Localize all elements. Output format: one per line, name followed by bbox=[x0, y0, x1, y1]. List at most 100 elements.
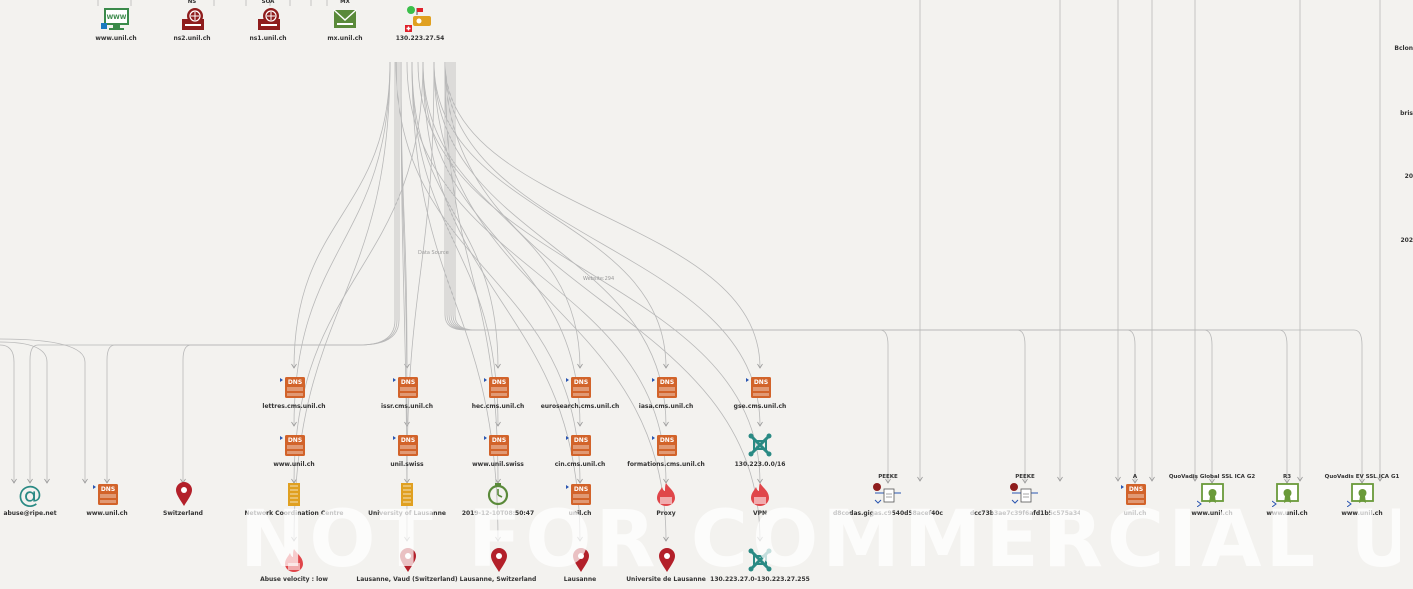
node-formations-cms-unil-ch[interactable]: DNS formations.cms.unil.ch bbox=[611, 432, 721, 468]
edge-arrow-row2-1 bbox=[404, 421, 410, 427]
node-gse-cms-unil-ch[interactable]: DNS gse.cms.unil.ch bbox=[705, 374, 815, 410]
node-type-label: SOA bbox=[261, 0, 275, 5]
node-lettres-cms-unil-ch[interactable]: DNS lettres.cms.unil.ch bbox=[239, 374, 349, 410]
svg-text:WWW: WWW bbox=[107, 14, 127, 21]
edge-arrow-row2-3 bbox=[577, 421, 583, 427]
edge-left-arrow-1 bbox=[104, 478, 110, 484]
edge-vertical-arrow-11 bbox=[1149, 476, 1155, 482]
side-label-4: 202 bbox=[1400, 237, 1413, 244]
edge-right-arrow-3 bbox=[1209, 478, 1215, 484]
edge-row4-0 bbox=[293, 61, 391, 542]
node-www-unil-swiss[interactable]: DNS www.unil.swiss bbox=[443, 432, 553, 468]
node-ns2-unil-ch[interactable]: NS ns2.unil.ch bbox=[137, 0, 247, 42]
dns-icon: DNS bbox=[92, 481, 122, 507]
node-label: www.unil.ch bbox=[95, 35, 137, 42]
node-ns1-unil-ch[interactable]: SOA ns1.unil.ch bbox=[213, 0, 323, 42]
node-cin-cms-unil-ch[interactable]: DNS cin.cms.unil.ch bbox=[525, 432, 635, 468]
dns-icon: DNS bbox=[1120, 481, 1150, 507]
node-lausanne-vaud-switzerland[interactable]: Lausanne, Vaud (Switzerland) bbox=[352, 547, 462, 583]
node-www-unil-ch[interactable]: WWW www.unil.ch bbox=[61, 0, 171, 42]
node-abuse-velocity-low[interactable]: Abuse velocity : low bbox=[239, 547, 349, 583]
svg-text:DNS: DNS bbox=[492, 437, 506, 444]
watermark: NOT FOR COMMERCIAL USE bbox=[240, 495, 1400, 585]
node-www-unil-ch[interactable]: QuoVadis EV SSL ICA G1 www.unil.ch bbox=[1307, 473, 1413, 517]
node-proxy[interactable]: Proxy bbox=[611, 473, 721, 517]
node-iasa-cms-unil-ch[interactable]: DNS iasa.cms.unil.ch bbox=[611, 374, 721, 410]
node-label: lettres.cms.unil.ch bbox=[262, 403, 326, 410]
node-label: hec.cms.unil.ch bbox=[471, 403, 525, 410]
side-label-2: bris bbox=[1400, 110, 1413, 117]
dns-icon: DNS bbox=[565, 374, 595, 400]
node-label: 130.223.27.54 bbox=[395, 35, 445, 42]
node-130-223-0-0-16[interactable]: 130.223.0.0/16 bbox=[705, 432, 815, 468]
node-www-unil-ch[interactable]: R3 www.unil.ch bbox=[1232, 473, 1342, 517]
node-130-223-27-54[interactable]: 130.223.27.54 bbox=[365, 0, 475, 42]
node-eurosearch-cms-unil-ch[interactable]: DNS eurosearch.cms.unil.ch bbox=[525, 374, 635, 410]
node-label: University of Lausanne bbox=[368, 510, 446, 517]
dns-icon: DNS bbox=[392, 432, 422, 458]
edge-arrow-row1-5 bbox=[757, 363, 763, 369]
node-label: eurosearch.cms.unil.ch bbox=[540, 403, 620, 410]
edge-arrow-row1-2 bbox=[495, 363, 501, 369]
node-vpn[interactable]: VPN bbox=[705, 473, 815, 517]
node-www-unil-ch[interactable]: DNS www.unil.ch bbox=[239, 432, 349, 468]
node-hec-cms-unil-ch[interactable]: DNS hec.cms.unil.ch bbox=[443, 374, 553, 410]
edge-right-2 bbox=[448, 62, 1136, 483]
node-d8codas-gigas-c9540d58acef40cfa[interactable]: PEEKE d8codas.gigas.c9540d58acef40cfa... bbox=[833, 473, 943, 517]
node-universite-de-lausanne[interactable]: Universite de Lausanne bbox=[611, 547, 721, 583]
node-label: Abuse velocity : low bbox=[260, 576, 328, 583]
firewall-icon bbox=[651, 481, 681, 507]
edge-vertical-arrow-12 bbox=[1192, 476, 1198, 482]
node-dcc73b3ae7c39f6afd1b5c575a34d57[interactable]: PEEKE dcc73b3ae7c39f6afd1b5c575a34d57... bbox=[970, 473, 1080, 517]
node-label: unil.ch bbox=[1123, 510, 1147, 517]
node-type-label: MX bbox=[340, 0, 350, 5]
node-www-unil-ch[interactable]: QuoVadis Global SSL ICA G2 www.unil.ch bbox=[1157, 473, 1267, 517]
edge-row4-3 bbox=[422, 61, 581, 542]
netblock-icon bbox=[745, 432, 775, 458]
edge-far-left-arrow-0 bbox=[11, 478, 17, 484]
node-unil-ch[interactable]: A DNS unil.ch bbox=[1080, 473, 1190, 517]
node-2019-12-10t08-50-47[interactable]: 2019-12-10T08:50:47 bbox=[443, 473, 553, 517]
node-university-of-lausanne[interactable]: University of Lausanne bbox=[352, 473, 462, 517]
node-130-223-27-0-130-223-27-255[interactable]: 130.223.27.0-130.223.27.255 bbox=[705, 547, 815, 583]
edge-arrow-row2-0 bbox=[291, 421, 297, 427]
node-issr-cms-unil-ch[interactable]: DNS issr.cms.unil.ch bbox=[352, 374, 462, 410]
edge-row2-5 bbox=[444, 61, 761, 427]
node-network-coordination-centre[interactable]: Network Coordination Centre bbox=[239, 473, 349, 517]
edge-vertical-arrow-14 bbox=[1377, 476, 1383, 482]
node-label: ns2.unil.ch bbox=[173, 35, 211, 42]
edge-row2-0 bbox=[293, 61, 391, 427]
edge-far-left-arrow-2 bbox=[82, 478, 88, 484]
node-mx-unil-ch[interactable]: MX mx.unil.ch bbox=[290, 0, 400, 42]
node-lausanne[interactable]: Lausanne bbox=[525, 547, 635, 583]
node-unil-swiss[interactable]: DNS unil.swiss bbox=[352, 432, 462, 468]
node-type-label: PEEKE bbox=[1015, 474, 1035, 480]
node-label: Lausanne, Switzerland bbox=[459, 576, 537, 583]
edge-far-left-arrow-1 bbox=[44, 478, 50, 484]
node-label: www.unil.ch bbox=[273, 461, 315, 468]
edge-row3-3 bbox=[293, 61, 424, 484]
node-switzerland[interactable]: Switzerland bbox=[128, 473, 238, 517]
edge-left-arrow-0 bbox=[27, 478, 33, 484]
svg-text:DNS: DNS bbox=[492, 379, 506, 386]
node-label: www.unil.ch bbox=[1266, 510, 1308, 517]
node-label: Network Coordination Centre bbox=[244, 510, 344, 517]
dns-icon: DNS bbox=[392, 374, 422, 400]
firewall-icon bbox=[279, 547, 309, 573]
certificate-icon bbox=[1271, 481, 1302, 508]
dns-icon: DNS bbox=[483, 432, 513, 458]
node-www-unil-ch[interactable]: DNS www.unil.ch bbox=[52, 473, 162, 517]
node-type-label bbox=[128, 473, 238, 481]
node-type-label: A bbox=[1132, 474, 1138, 480]
file-hash-icon bbox=[1010, 481, 1040, 507]
edge-row2-4 bbox=[433, 61, 667, 427]
edge-label-data-source: Data Source bbox=[418, 250, 449, 256]
svg-text:DNS: DNS bbox=[574, 486, 588, 493]
svg-text:DNS: DNS bbox=[574, 379, 588, 386]
node-lausanne-switzerland[interactable]: Lausanne, Switzerland bbox=[443, 547, 553, 583]
node-abuse-ripe-net[interactable]: @ abuse@ripe.net bbox=[0, 473, 85, 517]
node-label: formations.cms.unil.ch bbox=[627, 461, 705, 468]
node-unil-ch[interactable]: DNS unil.ch bbox=[525, 473, 635, 517]
svg-text:@: @ bbox=[18, 481, 42, 507]
node-label: www.unil.ch bbox=[1341, 510, 1383, 517]
